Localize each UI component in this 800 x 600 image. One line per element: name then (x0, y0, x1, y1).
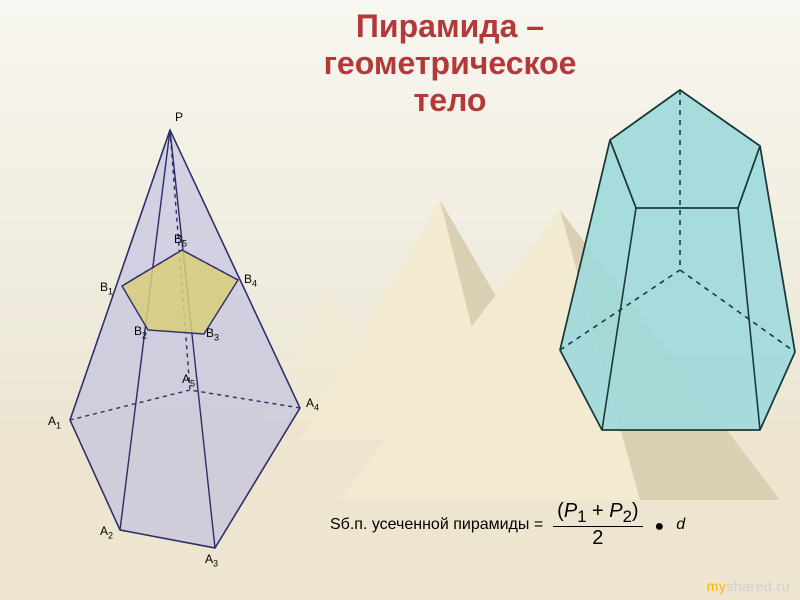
vertex-label-B3: B3 (206, 326, 219, 342)
watermark: myshared.ru (707, 578, 790, 594)
vertex-label-B5: B5 (174, 232, 187, 248)
title-line-3: тело (414, 82, 487, 118)
fraction-denominator: 2 (592, 527, 603, 549)
vertex-label-B4: B4 (244, 272, 257, 288)
vertex-label-A2: A2 (100, 524, 113, 540)
formula-dot: ● (653, 518, 667, 536)
formula-lhs: Sб.п. усеченной пирамиды = (330, 516, 543, 534)
title-line-1: Пирамида – (356, 8, 544, 44)
vertex-label-B2: B2 (134, 324, 147, 340)
vertex-label-A5: A5 (182, 372, 195, 388)
vertex-label-P: P (175, 110, 183, 124)
pentagonal-pyramid-diagram (0, 0, 340, 600)
fraction-numerator: (P1 + P2) (553, 500, 642, 527)
watermark-rest: shared.ru (726, 578, 790, 594)
vertex-label-A4: A4 (306, 396, 319, 412)
formula-fraction: (P1 + P2) 2 (553, 500, 642, 549)
formula: Sб.п. усеченной пирамиды = (P1 + P2) 2 ●… (330, 500, 685, 549)
vertex-label-B1: B1 (100, 280, 113, 296)
frustum-diagram (530, 60, 800, 460)
vertex-label-A3: A3 (205, 552, 218, 568)
watermark-prefix: my (707, 578, 727, 594)
slide-canvas: Пирамида – геометрическое тело PA1A2A3A4… (0, 0, 800, 600)
vertex-label-A1: A1 (48, 414, 61, 430)
formula-d: d (676, 516, 685, 534)
